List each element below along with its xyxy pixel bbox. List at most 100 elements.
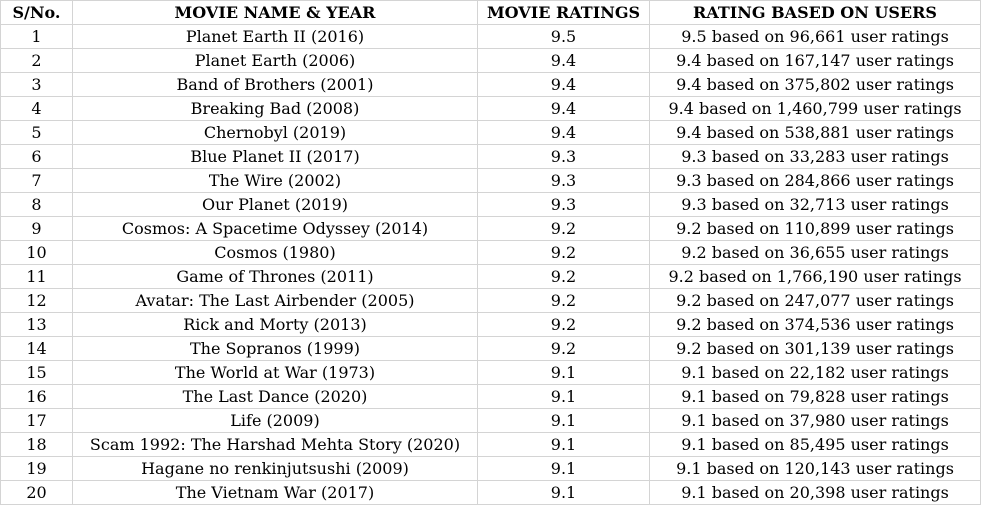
cell-user-ratings[interactable]: 9.1 based on 120,143 user ratings: [649, 456, 981, 481]
cell-user-ratings[interactable]: 9.3 based on 284,866 user ratings: [649, 168, 981, 193]
cell-user-ratings[interactable]: 9.1 based on 79,828 user ratings: [649, 384, 981, 409]
cell-movie-rating[interactable]: 9.2: [477, 288, 650, 313]
cell-user-ratings[interactable]: 9.2 based on 247,077 user ratings: [649, 288, 981, 313]
cell-user-ratings[interactable]: 9.2 based on 36,655 user ratings: [649, 240, 981, 265]
cell-movie-rating[interactable]: 9.2: [477, 216, 650, 241]
cell-sno[interactable]: 7: [0, 168, 73, 193]
table-row: 14 The Sopranos (1999) 9.2 9.2 based on 301…: [0, 336, 981, 361]
cell-sno[interactable]: 10: [0, 240, 73, 265]
cell-user-ratings[interactable]: 9.3 based on 33,283 user ratings: [649, 144, 981, 169]
cell-sno[interactable]: 20: [0, 480, 73, 505]
cell-sno[interactable]: 3: [0, 72, 73, 97]
cell-movie-name[interactable]: Chernobyl (2019): [72, 120, 478, 145]
cell-user-ratings[interactable]: 9.1 based on 85,495 user ratings: [649, 432, 981, 457]
cell-movie-rating[interactable]: 9.4: [477, 96, 650, 121]
cell-user-ratings[interactable]: 9.4 based on 375,802 user ratings: [649, 72, 981, 97]
cell-movie-name[interactable]: Life (2009): [72, 408, 478, 433]
cell-user-ratings[interactable]: 9.2 based on 374,536 user ratings: [649, 312, 981, 337]
header-movie-name[interactable]: MOVIE NAME & YEAR: [72, 0, 478, 25]
cell-movie-rating[interactable]: 9.4: [477, 72, 650, 97]
cell-movie-name[interactable]: Rick and Morty (2013): [72, 312, 478, 337]
cell-movie-rating[interactable]: 9.1: [477, 480, 650, 505]
cell-sno[interactable]: 16: [0, 384, 73, 409]
cell-movie-rating[interactable]: 9.3: [477, 144, 650, 169]
cell-sno[interactable]: 11: [0, 264, 73, 289]
header-user-ratings[interactable]: RATING BASED ON USERS: [649, 0, 981, 25]
cell-movie-rating[interactable]: 9.1: [477, 384, 650, 409]
cell-movie-rating[interactable]: 9.3: [477, 168, 650, 193]
header-sno[interactable]: S/No.: [0, 0, 73, 25]
cell-movie-name[interactable]: Avatar: The Last Airbender (2005): [72, 288, 478, 313]
cell-user-ratings[interactable]: 9.4 based on 1,460,799 user ratings: [649, 96, 981, 121]
cell-movie-name[interactable]: Our Planet (2019): [72, 192, 478, 217]
table-row: 3 Band of Brothers (2001) 9.4 9.4 based on …: [0, 72, 981, 97]
cell-sno[interactable]: 6: [0, 144, 73, 169]
cell-movie-rating[interactable]: 9.2: [477, 264, 650, 289]
cell-user-ratings[interactable]: 9.2 based on 110,899 user ratings: [649, 216, 981, 241]
cell-sno[interactable]: 5: [0, 120, 73, 145]
table-row: 1 Planet Earth II (2016) 9.5 9.5 based on 9…: [0, 24, 981, 49]
table-row: 11 Game of Thrones (2011) 9.2 9.2 based on …: [0, 264, 981, 289]
cell-movie-name[interactable]: Cosmos (1980): [72, 240, 478, 265]
cell-movie-rating[interactable]: 9.4: [477, 120, 650, 145]
cell-sno[interactable]: 15: [0, 360, 73, 385]
cell-movie-name[interactable]: Cosmos: A Spacetime Odyssey (2014): [72, 216, 478, 241]
cell-movie-rating[interactable]: 9.1: [477, 456, 650, 481]
table-row: 2 Planet Earth (2006) 9.4 9.4 based on 167,…: [0, 48, 981, 73]
header-row: S/No. MOVIE NAME & YEAR MOVIE RATINGS RA…: [0, 0, 981, 25]
cell-sno[interactable]: 9: [0, 216, 73, 241]
cell-movie-name[interactable]: Planet Earth (2006): [72, 48, 478, 73]
cell-movie-rating[interactable]: 9.2: [477, 312, 650, 337]
cell-sno[interactable]: 12: [0, 288, 73, 313]
cell-sno[interactable]: 8: [0, 192, 73, 217]
cell-movie-rating[interactable]: 9.5: [477, 24, 650, 49]
cell-movie-rating[interactable]: 9.1: [477, 408, 650, 433]
table-row: 10 Cosmos (1980) 9.2 9.2 based on 36,655 us…: [0, 240, 981, 265]
cell-user-ratings[interactable]: 9.3 based on 32,713 user ratings: [649, 192, 981, 217]
cell-user-ratings[interactable]: 9.1 based on 37,980 user ratings: [649, 408, 981, 433]
cell-movie-rating[interactable]: 9.2: [477, 240, 650, 265]
cell-movie-rating[interactable]: 9.1: [477, 360, 650, 385]
table-row: 17 Life (2009) 9.1 9.1 based on 37,980 user…: [0, 408, 981, 433]
cell-user-ratings[interactable]: 9.1 based on 20,398 user ratings: [649, 480, 981, 505]
table-row: 4 Breaking Bad (2008) 9.4 9.4 based on 1,46…: [0, 96, 981, 121]
cell-movie-name[interactable]: The Sopranos (1999): [72, 336, 478, 361]
cell-movie-name[interactable]: The Wire (2002): [72, 168, 478, 193]
cell-sno[interactable]: 14: [0, 336, 73, 361]
cell-user-ratings[interactable]: 9.4 based on 538,881 user ratings: [649, 120, 981, 145]
cell-movie-name[interactable]: Breaking Bad (2008): [72, 96, 478, 121]
cell-sno[interactable]: 17: [0, 408, 73, 433]
cell-movie-name[interactable]: Game of Thrones (2011): [72, 264, 478, 289]
table-row: 5 Chernobyl (2019) 9.4 9.4 based on 538,881…: [0, 120, 981, 145]
header-movie-ratings[interactable]: MOVIE RATINGS: [477, 0, 650, 25]
cell-movie-name[interactable]: Scam 1992: The Harshad Mehta Story (2020…: [72, 432, 478, 457]
cell-movie-rating[interactable]: 9.4: [477, 48, 650, 73]
cell-sno[interactable]: 18: [0, 432, 73, 457]
cell-movie-name[interactable]: Hagane no renkinjutsushi (2009): [72, 456, 478, 481]
cell-sno[interactable]: 2: [0, 48, 73, 73]
cell-movie-name[interactable]: The Last Dance (2020): [72, 384, 478, 409]
cell-user-ratings[interactable]: 9.4 based on 167,147 user ratings: [649, 48, 981, 73]
cell-sno[interactable]: 19: [0, 456, 73, 481]
cell-user-ratings[interactable]: 9.2 based on 301,139 user ratings: [649, 336, 981, 361]
cell-sno[interactable]: 1: [0, 24, 73, 49]
cell-movie-name[interactable]: The World at War (1973): [72, 360, 478, 385]
cell-sno[interactable]: 13: [0, 312, 73, 337]
cell-movie-name[interactable]: Planet Earth II (2016): [72, 24, 478, 49]
cell-sno[interactable]: 4: [0, 96, 73, 121]
cell-user-ratings[interactable]: 9.2 based on 1,766,190 user ratings: [649, 264, 981, 289]
cell-movie-rating[interactable]: 9.2: [477, 336, 650, 361]
table-row: 7 The Wire (2002) 9.3 9.3 based on 284,866 …: [0, 168, 981, 193]
table-row: 6 Blue Planet II (2017) 9.3 9.3 based on 33…: [0, 144, 981, 169]
table-row: 8 Our Planet (2019) 9.3 9.3 based on 32,713…: [0, 192, 981, 217]
cell-movie-name[interactable]: Band of Brothers (2001): [72, 72, 478, 97]
cell-movie-rating[interactable]: 9.3: [477, 192, 650, 217]
cell-movie-name[interactable]: The Vietnam War (2017): [72, 480, 478, 505]
cell-movie-rating[interactable]: 9.1: [477, 432, 650, 457]
cell-user-ratings[interactable]: 9.1 based on 22,182 user ratings: [649, 360, 981, 385]
table-row: 9 Cosmos: A Spacetime Odyssey (2014) 9.2 9.…: [0, 216, 981, 241]
cell-user-ratings[interactable]: 9.5 based on 96,661 user ratings: [649, 24, 981, 49]
cell-movie-name[interactable]: Blue Planet II (2017): [72, 144, 478, 169]
table-row: 16 The Last Dance (2020) 9.1 9.1 based on 7…: [0, 384, 981, 409]
